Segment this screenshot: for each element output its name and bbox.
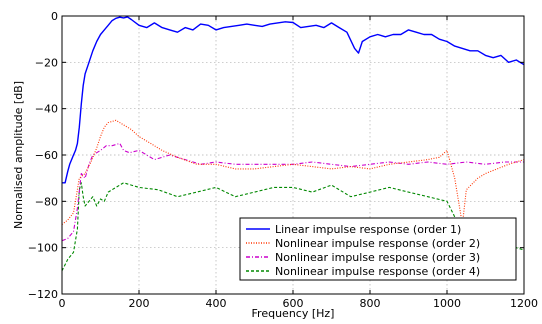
x-tick-label: 800 — [360, 297, 381, 310]
y-axis-label: Normalised amplitude [dB] — [12, 81, 25, 229]
y-tick-label: 0 — [51, 10, 58, 23]
y-tick-label: −60 — [35, 149, 58, 162]
y-tick-label: −40 — [35, 103, 58, 116]
series-layer — [62, 16, 524, 272]
x-axis-label: Frequency [Hz] — [252, 307, 335, 320]
legend-label-4: Nonlinear impulse response (order 4) — [275, 265, 480, 278]
legend: Linear impulse response (order 1)Nonline… — [239, 217, 517, 281]
legend-label-2: Nonlinear impulse response (order 2) — [275, 237, 480, 250]
legend-label-1: Linear impulse response (order 1) — [275, 223, 461, 236]
x-tick-label: 1000 — [433, 297, 461, 310]
tick-labels: 0 200 400 600 800 1000 1200 0 −20 −40 −60 −80 −100 −1… — [28, 10, 538, 310]
x-tick-label: 1200 — [510, 297, 538, 310]
x-tick-label: 600 — [283, 297, 304, 310]
series-line-2 — [62, 119, 524, 226]
series-line-1 — [62, 16, 524, 184]
y-tick-label: −80 — [35, 195, 58, 208]
y-tick-label: −20 — [35, 56, 58, 69]
y-tick-label: −100 — [28, 242, 58, 255]
x-tick-label: 400 — [206, 297, 227, 310]
ticks — [61, 15, 525, 295]
legend-box — [239, 217, 517, 281]
legend-label-3: Nonlinear impulse response (order 3) — [275, 251, 480, 264]
y-tick-label: −120 — [28, 288, 58, 301]
x-tick-label: 200 — [129, 297, 150, 310]
x-tick-label: 0 — [59, 297, 66, 310]
series-line-3 — [62, 142, 524, 242]
